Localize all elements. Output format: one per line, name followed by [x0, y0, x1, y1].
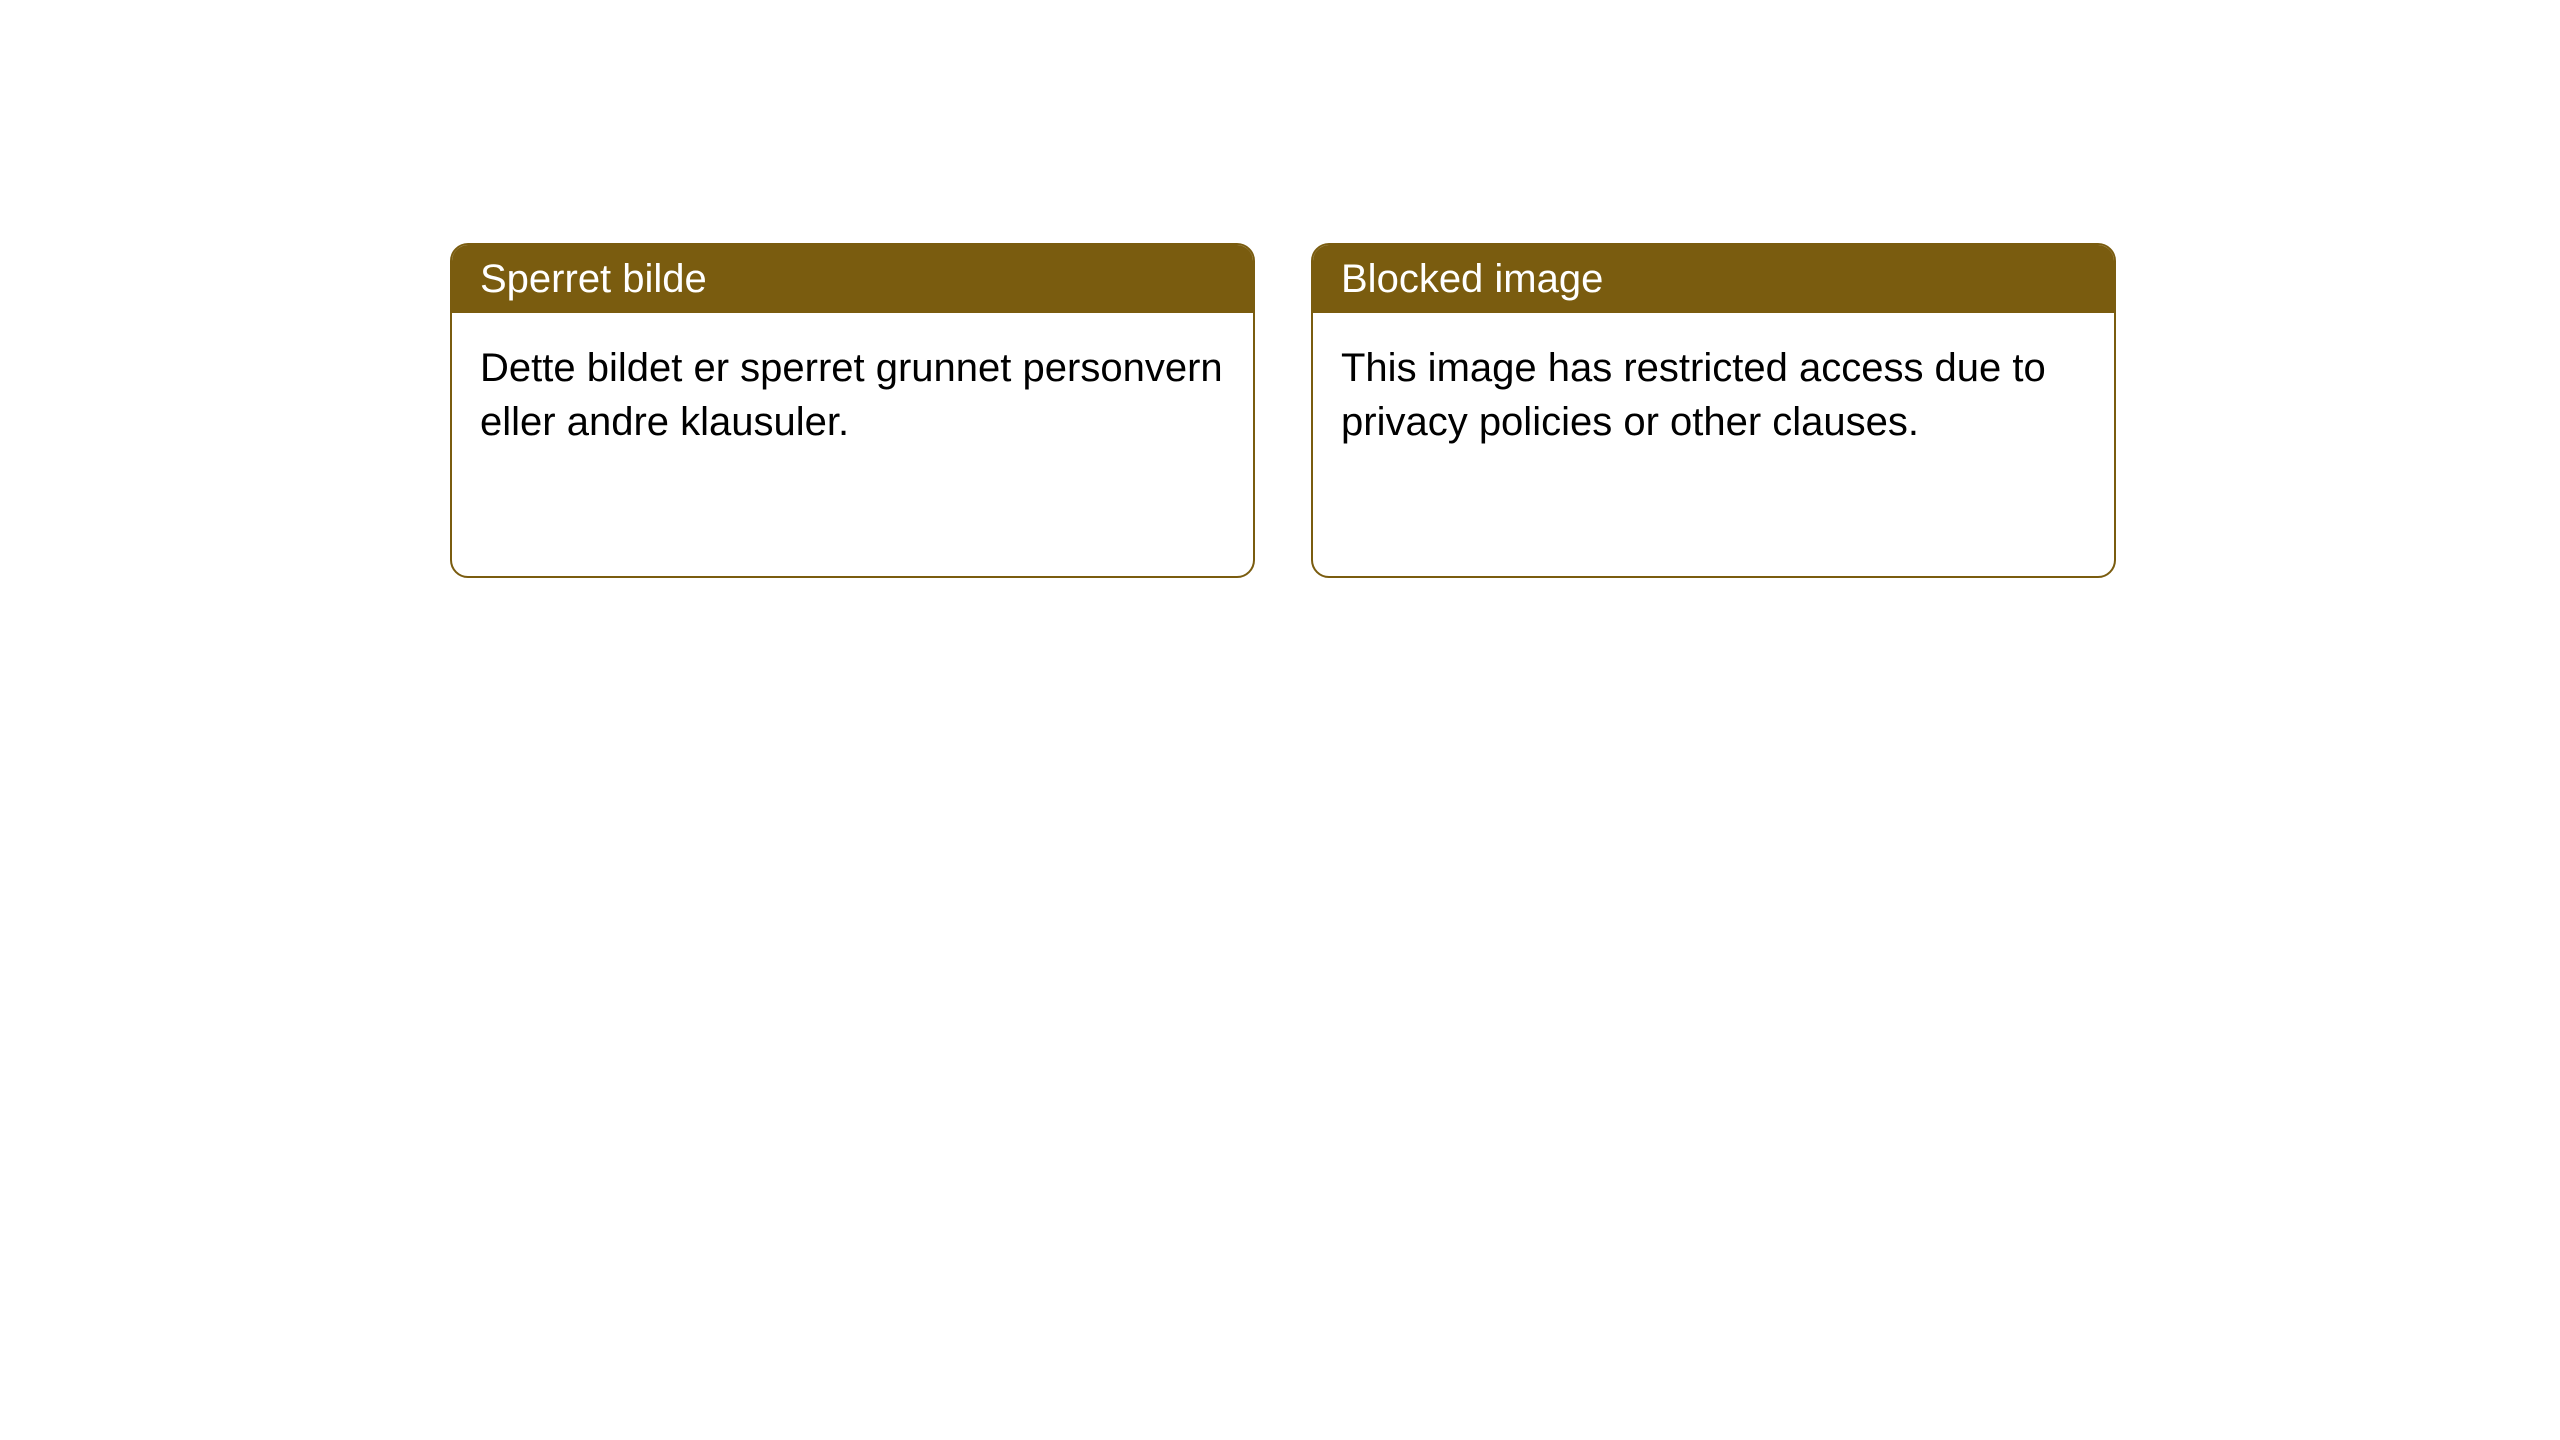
- notice-header-norwegian: Sperret bilde: [452, 245, 1253, 313]
- notice-body-english: This image has restricted access due to …: [1313, 313, 2114, 477]
- notice-body-norwegian: Dette bildet er sperret grunnet personve…: [452, 313, 1253, 477]
- notice-header-english: Blocked image: [1313, 245, 2114, 313]
- notice-container: Sperret bilde Dette bildet er sperret gr…: [0, 0, 2560, 578]
- notice-card-norwegian: Sperret bilde Dette bildet er sperret gr…: [450, 243, 1255, 578]
- notice-card-english: Blocked image This image has restricted …: [1311, 243, 2116, 578]
